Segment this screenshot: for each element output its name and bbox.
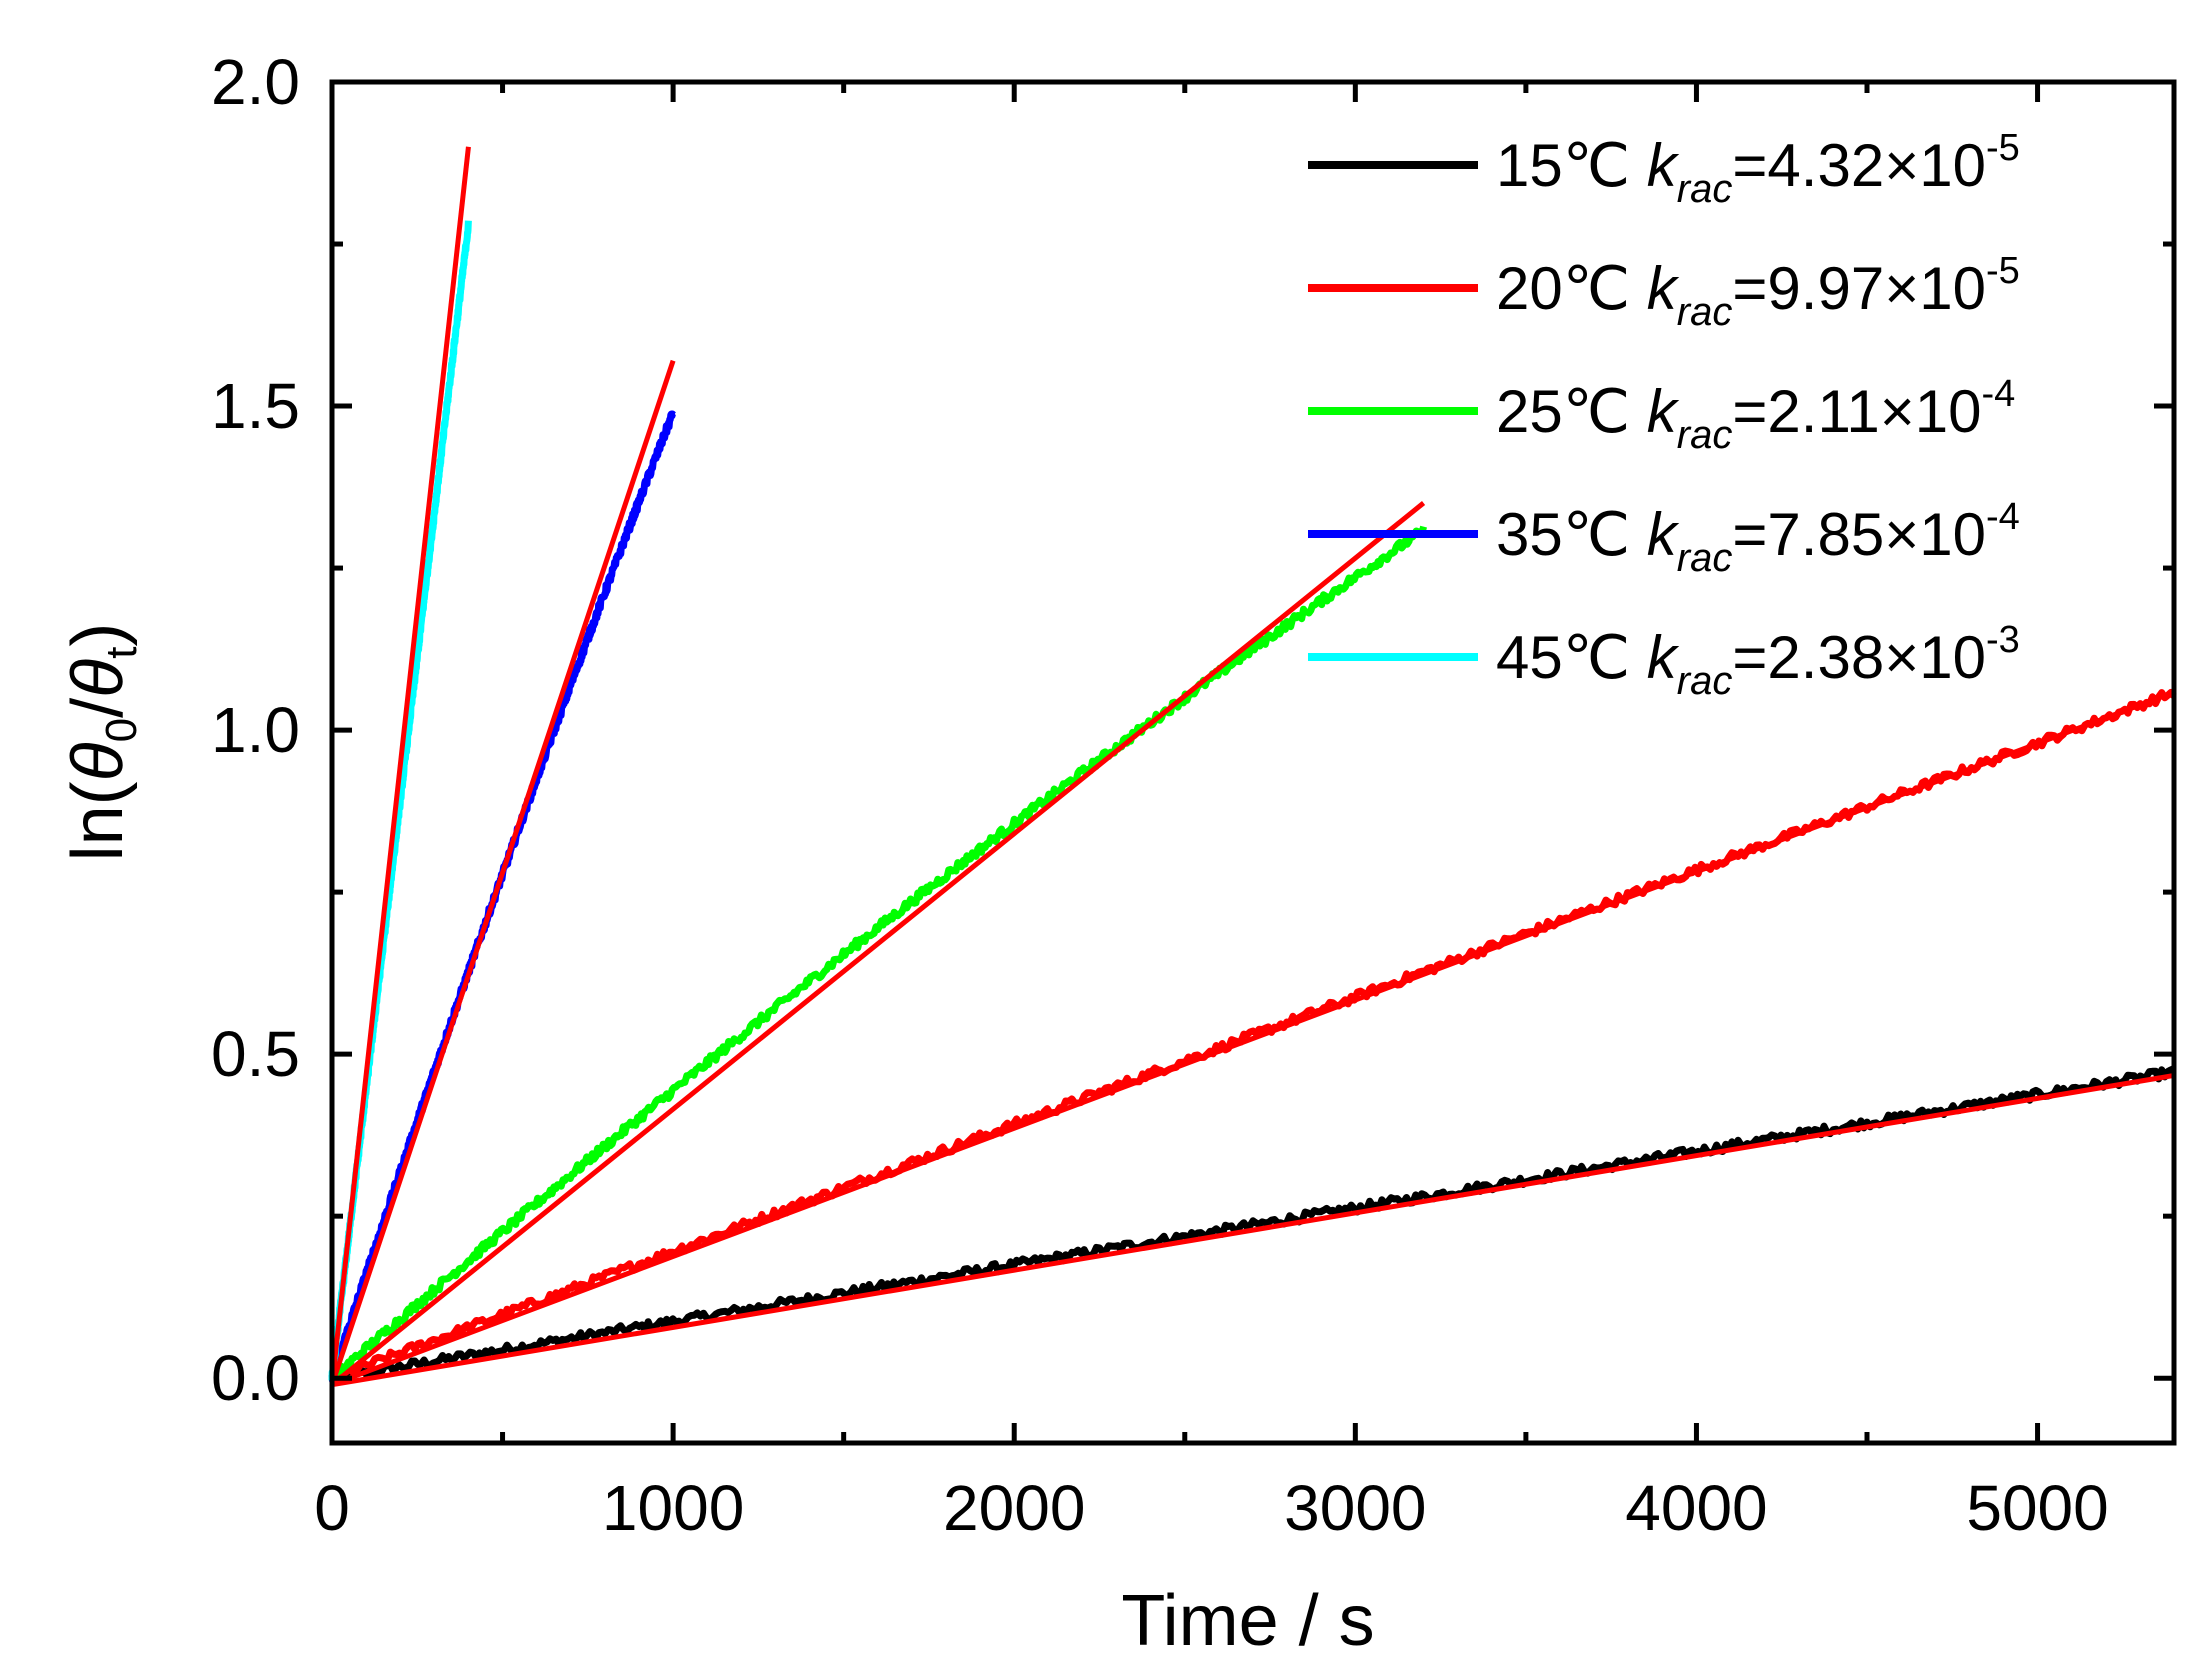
x-tick-label: 1000 — [602, 1472, 744, 1544]
x-tick-label: 0 — [314, 1472, 350, 1544]
legend-label: 35℃ krac=7.85×10-4 — [1496, 496, 2020, 580]
fit-lines — [329, 146, 2175, 1388]
y-tick-label: 0.5 — [211, 1018, 300, 1090]
series-line-3 — [328, 525, 1427, 1383]
y-tick-label: 1.0 — [211, 694, 300, 766]
x-tick-labels: 0 1000 2000 3000 4000 5000 — [314, 1472, 2109, 1544]
y-tick-labels: 0.0 0.5 1.0 1.5 2.0 — [211, 46, 300, 1414]
x-tick-label: 4000 — [1625, 1472, 1767, 1544]
legend-item: 20℃ krac=9.97×10-5 — [1308, 250, 2020, 334]
axis-ticks — [329, 79, 2174, 1443]
legend-label: 15℃ krac=4.32×10-5 — [1496, 127, 2020, 211]
legend-item: 15℃ krac=4.32×10-5 — [1308, 127, 2020, 211]
legend-label: 25℃ krac=2.11×10-4 — [1496, 373, 2015, 457]
x-tick-label: 3000 — [1284, 1472, 1426, 1544]
y-axis-title: ln(θ0/θt) — [58, 623, 146, 862]
legend-item: 25℃ krac=2.11×10-4 — [1308, 373, 2015, 457]
legend-item: 35℃ krac=7.85×10-4 — [1308, 496, 2020, 580]
series-line-1 — [329, 1065, 2176, 1383]
y-tick-label: 2.0 — [211, 46, 300, 118]
y-tick-label: 1.5 — [211, 370, 300, 442]
fit-line-2 — [331, 689, 2175, 1388]
legend-item: 45℃ krac=2.38×10-3 — [1308, 619, 2020, 703]
plot-frame — [329, 79, 2177, 1446]
y-tick-label: 0.0 — [211, 1342, 300, 1414]
fit-line-5 — [329, 146, 471, 1385]
fit-line-3 — [330, 501, 1426, 1387]
legend: 15℃ krac=4.32×10-5 20℃ krac=9.97×10-5 25℃ … — [1308, 127, 2020, 703]
legend-label: 45℃ krac=2.38×10-3 — [1496, 619, 2020, 703]
legend-label: 20℃ krac=9.97×10-5 — [1496, 250, 2020, 334]
x-axis-title: Time / s — [1121, 1581, 1374, 1661]
fit-line-1 — [331, 1072, 2175, 1388]
fit-line-4 — [329, 359, 676, 1386]
x-tick-label: 5000 — [1966, 1472, 2108, 1544]
x-tick-label: 2000 — [943, 1472, 1085, 1544]
